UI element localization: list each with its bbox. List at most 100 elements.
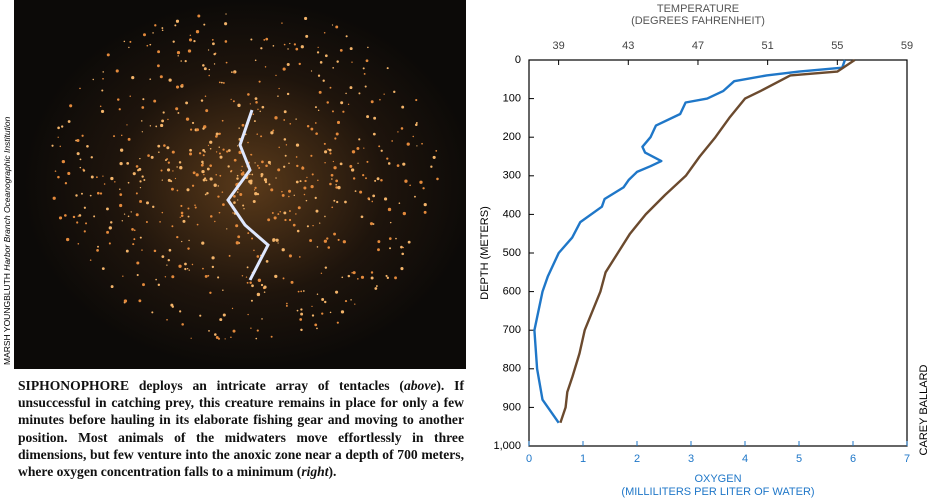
- spark: [166, 168, 171, 172]
- spark: [366, 160, 369, 163]
- spark: [270, 335, 273, 338]
- spark: [277, 242, 279, 244]
- spark: [221, 191, 224, 193]
- x-tick-label: 3: [688, 453, 694, 465]
- spark: [96, 249, 99, 252]
- spark: [180, 211, 184, 215]
- spark: [256, 193, 260, 196]
- spark: [246, 266, 249, 269]
- spark: [300, 328, 303, 332]
- spark: [230, 336, 232, 339]
- spark: [240, 169, 242, 171]
- spark: [282, 277, 285, 280]
- spark: [75, 139, 77, 142]
- spark: [160, 169, 163, 172]
- caption-text: ). If unsuccessful in catching prey, thi…: [18, 378, 464, 480]
- spark: [237, 235, 241, 239]
- spark: [342, 110, 345, 113]
- spark: [404, 179, 408, 183]
- spark: [166, 146, 170, 150]
- spark: [386, 157, 389, 160]
- spark: [171, 150, 175, 154]
- spark: [92, 78, 94, 81]
- spark: [372, 194, 376, 198]
- spark: [391, 140, 393, 142]
- spark: [395, 237, 397, 240]
- spark: [177, 112, 180, 114]
- spark: [254, 192, 258, 196]
- spark: [409, 184, 411, 187]
- spark: [334, 137, 337, 140]
- spark: [215, 174, 217, 176]
- spark: [155, 278, 157, 281]
- spark: [198, 152, 202, 155]
- spark: [344, 300, 348, 303]
- spark: [219, 318, 223, 322]
- spark: [241, 123, 245, 127]
- spark: [203, 23, 206, 26]
- spark: [139, 180, 142, 183]
- spark: [233, 158, 237, 162]
- spark: [252, 200, 256, 204]
- spark: [340, 101, 344, 105]
- spark: [136, 273, 139, 277]
- spark: [172, 40, 175, 43]
- spark: [247, 93, 250, 96]
- spark: [215, 132, 219, 136]
- spark: [190, 128, 193, 131]
- spark: [435, 149, 438, 152]
- spark: [368, 198, 371, 201]
- spark: [207, 274, 210, 277]
- spark: [412, 135, 414, 138]
- spark: [324, 300, 327, 304]
- spark: [336, 60, 339, 63]
- spark: [386, 67, 389, 70]
- spark: [119, 148, 124, 152]
- spark: [387, 162, 391, 165]
- spark: [231, 307, 234, 310]
- spark: [251, 284, 254, 288]
- spark: [241, 275, 244, 277]
- spark: [301, 166, 305, 170]
- spark: [180, 204, 183, 207]
- spark: [362, 173, 365, 177]
- spark: [64, 214, 67, 217]
- spark: [205, 179, 208, 182]
- spark: [352, 177, 356, 180]
- spark: [197, 14, 201, 18]
- spark: [232, 329, 236, 333]
- spark: [380, 178, 383, 182]
- photo: MARSH YOUNGBLUTH Harbor Branch Oceanogra…: [2, 0, 466, 369]
- y-tick-label: 1,000: [493, 440, 521, 452]
- spark: [83, 206, 86, 209]
- spark: [250, 299, 253, 302]
- spark: [117, 98, 120, 101]
- spark: [221, 119, 224, 122]
- spark: [314, 106, 317, 109]
- spark: [320, 272, 323, 275]
- spark: [389, 247, 392, 250]
- spark: [376, 177, 380, 181]
- spark: [277, 95, 279, 97]
- spark: [283, 119, 286, 121]
- spark: [258, 166, 261, 169]
- spark: [251, 154, 253, 156]
- spark: [215, 336, 219, 339]
- spark: [251, 237, 254, 240]
- spark: [127, 137, 131, 141]
- spark: [145, 201, 149, 205]
- spark: [102, 71, 105, 73]
- spark: [110, 285, 114, 289]
- spark: [310, 127, 314, 131]
- x-tick-label: 5: [796, 453, 802, 465]
- spark: [187, 247, 190, 250]
- spark: [335, 132, 339, 136]
- spark: [254, 97, 258, 100]
- spark: [387, 207, 392, 212]
- spark: [69, 104, 73, 108]
- spark: [100, 109, 105, 114]
- y-tick-label: 400: [503, 208, 521, 220]
- spark: [149, 43, 152, 46]
- spark: [336, 120, 341, 125]
- spark: [335, 186, 338, 189]
